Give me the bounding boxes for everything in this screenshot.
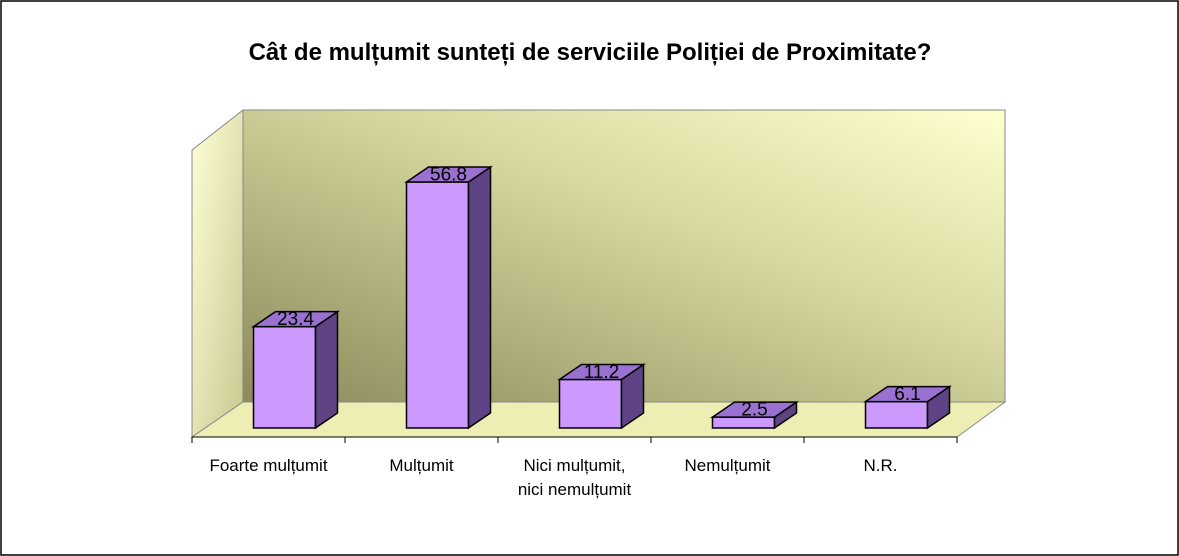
- bar-top: [557, 363, 646, 381]
- x-tick-label: N.R.: [863, 456, 898, 475]
- bar-top: [710, 401, 799, 418]
- value-label: 11.2: [584, 362, 620, 383]
- chart-title: Cât de mulțumit sunteți de serviciile Po…: [249, 39, 932, 66]
- side-wall: [191, 108, 244, 438]
- x-tick-label: Mulțumit: [389, 456, 454, 475]
- bar-top: [863, 385, 952, 403]
- value-label: 6.1: [894, 384, 920, 405]
- value-label: 56.8: [430, 165, 467, 186]
- bar-side: [467, 165, 492, 430]
- bar: [404, 165, 493, 430]
- bar-front: [864, 400, 929, 429]
- back-wall: [242, 109, 1006, 403]
- bar: [863, 385, 952, 430]
- value-label: 2.5: [741, 400, 767, 421]
- x-tick-label: Nici mulțumit, nici nemulțumit: [517, 456, 632, 499]
- bar: [251, 310, 340, 430]
- bar-front: [558, 378, 623, 429]
- bar: [710, 400, 799, 430]
- bar-side: [314, 310, 339, 430]
- bar-front: [405, 181, 470, 429]
- x-tick-label: Foarte mulțumit: [209, 456, 328, 475]
- x-tick-label: Nemulțumit: [684, 456, 771, 475]
- bar-top: [251, 310, 340, 328]
- value-label: 23.4: [277, 309, 314, 330]
- bar-front: [252, 325, 317, 429]
- bar: [557, 363, 646, 430]
- bar-top: [404, 166, 493, 183]
